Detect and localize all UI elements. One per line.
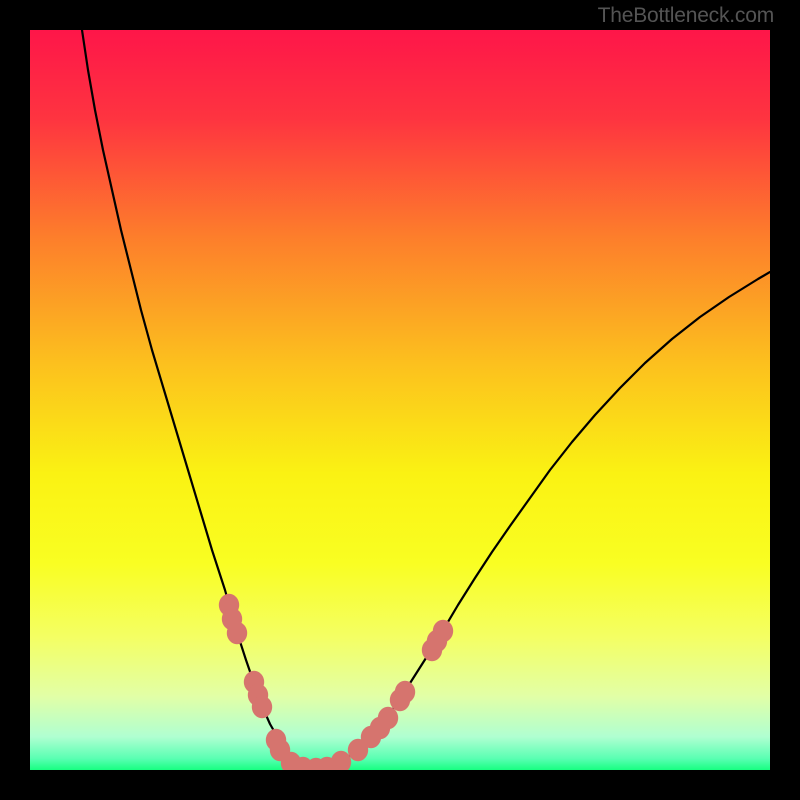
data-point [252,696,272,718]
data-point [433,620,453,642]
data-point [227,622,247,644]
plot-area [30,30,770,770]
data-point [378,707,398,729]
data-points-left [219,594,326,770]
chart-svg [30,30,770,770]
watermark-text: TheBottleneck.com [598,4,774,28]
data-point [331,751,351,770]
data-points-right [317,620,453,770]
chart-frame: TheBottleneck.com [0,0,800,800]
data-point [395,681,415,703]
